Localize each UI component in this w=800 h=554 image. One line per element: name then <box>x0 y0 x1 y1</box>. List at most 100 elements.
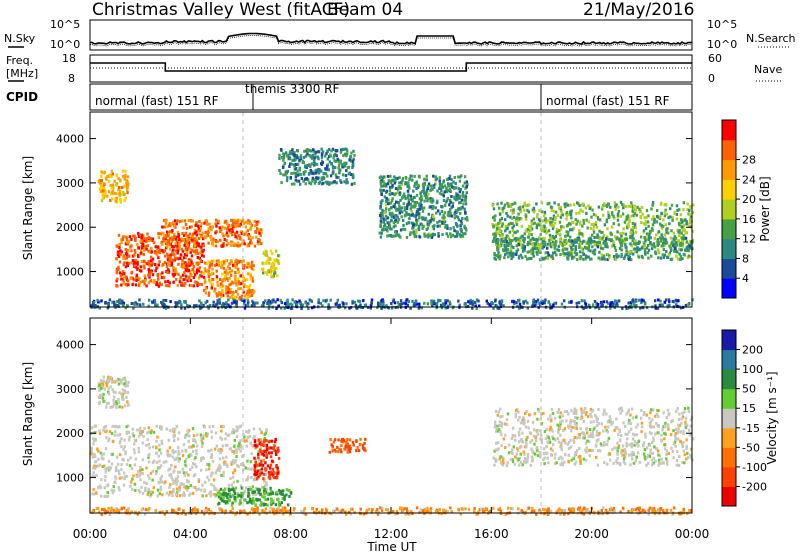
data-cell <box>565 217 568 221</box>
data-cell <box>233 439 236 442</box>
data-cell <box>678 412 681 416</box>
data-cell <box>471 306 474 310</box>
data-cell <box>257 450 260 454</box>
data-cell <box>623 462 627 466</box>
data-cell <box>184 248 187 252</box>
data-cell <box>326 157 329 161</box>
data-cell <box>294 178 297 182</box>
data-cell <box>407 201 410 205</box>
data-cell <box>172 252 175 256</box>
data-cell <box>559 209 563 212</box>
data-cell <box>415 218 418 222</box>
data-cell <box>549 242 552 246</box>
data-cell <box>428 221 431 225</box>
data-cell <box>444 299 447 302</box>
data-cell <box>246 221 249 225</box>
data-cell <box>654 304 657 308</box>
data-cell <box>222 474 225 478</box>
data-cell <box>138 284 141 287</box>
data-cell <box>274 259 277 263</box>
data-cell <box>162 231 165 235</box>
data-cell <box>671 299 674 303</box>
data-cell <box>103 486 106 490</box>
data-cell <box>648 235 651 239</box>
data-cell <box>450 178 453 182</box>
data-cell <box>660 226 664 230</box>
data-cell <box>526 306 529 310</box>
data-cell <box>264 261 268 265</box>
data-cell <box>582 409 586 413</box>
data-cell <box>266 302 269 305</box>
data-cell <box>318 168 321 172</box>
data-cell <box>118 441 121 445</box>
data-cell <box>171 229 174 232</box>
data-cell <box>109 184 112 188</box>
data-cell <box>654 251 657 255</box>
data-cell <box>344 174 348 178</box>
nave-tick-high: 60 <box>708 52 722 65</box>
data-cell <box>242 266 246 270</box>
data-cell <box>460 222 463 226</box>
data-cell <box>434 175 437 179</box>
data-cell <box>663 233 666 237</box>
data-cell <box>565 419 568 423</box>
data-cell <box>178 470 182 474</box>
data-cell <box>524 204 528 207</box>
data-cell <box>151 490 155 494</box>
data-cell <box>415 220 418 224</box>
data-cell <box>417 234 420 238</box>
velocity-cells <box>90 375 695 516</box>
data-cell <box>507 236 510 240</box>
data-cell <box>553 246 556 250</box>
data-cell <box>177 272 180 276</box>
data-cell <box>379 204 382 208</box>
data-cell <box>395 200 398 204</box>
data-cell <box>213 289 216 293</box>
data-cell <box>430 302 433 306</box>
data-cell <box>594 306 597 310</box>
data-cell <box>458 190 461 194</box>
data-cell <box>651 201 655 204</box>
data-cell <box>327 303 330 307</box>
data-cell <box>136 243 139 247</box>
colorbar-tick-label: 12 <box>742 233 756 246</box>
data-cell <box>425 178 428 182</box>
data-cell <box>642 299 645 303</box>
data-cell <box>111 183 115 187</box>
data-cell <box>664 203 668 207</box>
data-cell <box>157 284 161 288</box>
data-cell <box>499 430 502 434</box>
data-cell <box>222 304 225 308</box>
data-cell <box>234 297 238 301</box>
data-cell <box>195 230 198 234</box>
data-cell <box>532 254 535 258</box>
data-cell <box>195 233 198 237</box>
data-cell <box>667 216 670 220</box>
data-cell <box>633 223 637 227</box>
data-cell <box>275 258 279 262</box>
data-cell <box>304 177 307 181</box>
data-cell <box>177 235 180 238</box>
data-cell <box>196 224 200 228</box>
data-cell <box>687 303 690 306</box>
data-cell <box>243 299 246 303</box>
data-cell <box>114 469 118 473</box>
data-cell <box>204 301 207 305</box>
data-cell <box>147 267 150 271</box>
data-cell <box>280 306 283 310</box>
data-cell <box>393 301 397 305</box>
data-cell <box>532 206 536 210</box>
data-cell <box>203 271 206 275</box>
data-cell <box>603 202 606 206</box>
data-cell <box>103 464 106 468</box>
data-cell <box>329 154 332 158</box>
data-cell <box>398 204 401 208</box>
data-cell <box>117 267 120 271</box>
data-cell <box>118 186 121 189</box>
data-cell <box>589 249 592 253</box>
data-cell <box>164 480 167 484</box>
data-cell <box>614 235 617 239</box>
data-cell <box>600 304 603 308</box>
data-cell <box>199 468 203 472</box>
data-cell <box>394 218 398 222</box>
